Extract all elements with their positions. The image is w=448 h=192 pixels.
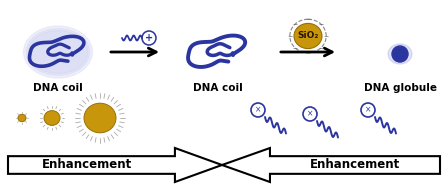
- Text: −: −: [318, 45, 323, 50]
- Text: −: −: [293, 45, 298, 50]
- Text: −: −: [287, 33, 293, 39]
- Ellipse shape: [23, 26, 92, 78]
- Text: ×: ×: [365, 105, 371, 114]
- Polygon shape: [8, 148, 222, 182]
- Text: ×: ×: [307, 109, 313, 118]
- Ellipse shape: [26, 28, 90, 75]
- Text: −: −: [306, 50, 310, 55]
- Text: −: −: [293, 22, 298, 27]
- Text: ×: ×: [255, 105, 261, 114]
- Ellipse shape: [28, 31, 88, 74]
- Text: DNA coil: DNA coil: [33, 83, 83, 93]
- Circle shape: [392, 46, 408, 62]
- Text: DNA globule: DNA globule: [363, 83, 436, 93]
- Ellipse shape: [44, 111, 60, 125]
- Ellipse shape: [294, 23, 322, 49]
- Text: −: −: [318, 22, 323, 27]
- Text: +: +: [145, 33, 153, 43]
- Ellipse shape: [388, 44, 412, 64]
- Ellipse shape: [18, 114, 26, 122]
- Text: Enhancement: Enhancement: [42, 159, 132, 171]
- Ellipse shape: [84, 103, 116, 133]
- Text: −: −: [306, 17, 310, 22]
- Text: −: −: [323, 33, 329, 39]
- Text: SiO₂: SiO₂: [297, 31, 319, 41]
- Text: Enhancement: Enhancement: [310, 159, 400, 171]
- Text: DNA coil: DNA coil: [193, 83, 243, 93]
- Polygon shape: [222, 148, 440, 182]
